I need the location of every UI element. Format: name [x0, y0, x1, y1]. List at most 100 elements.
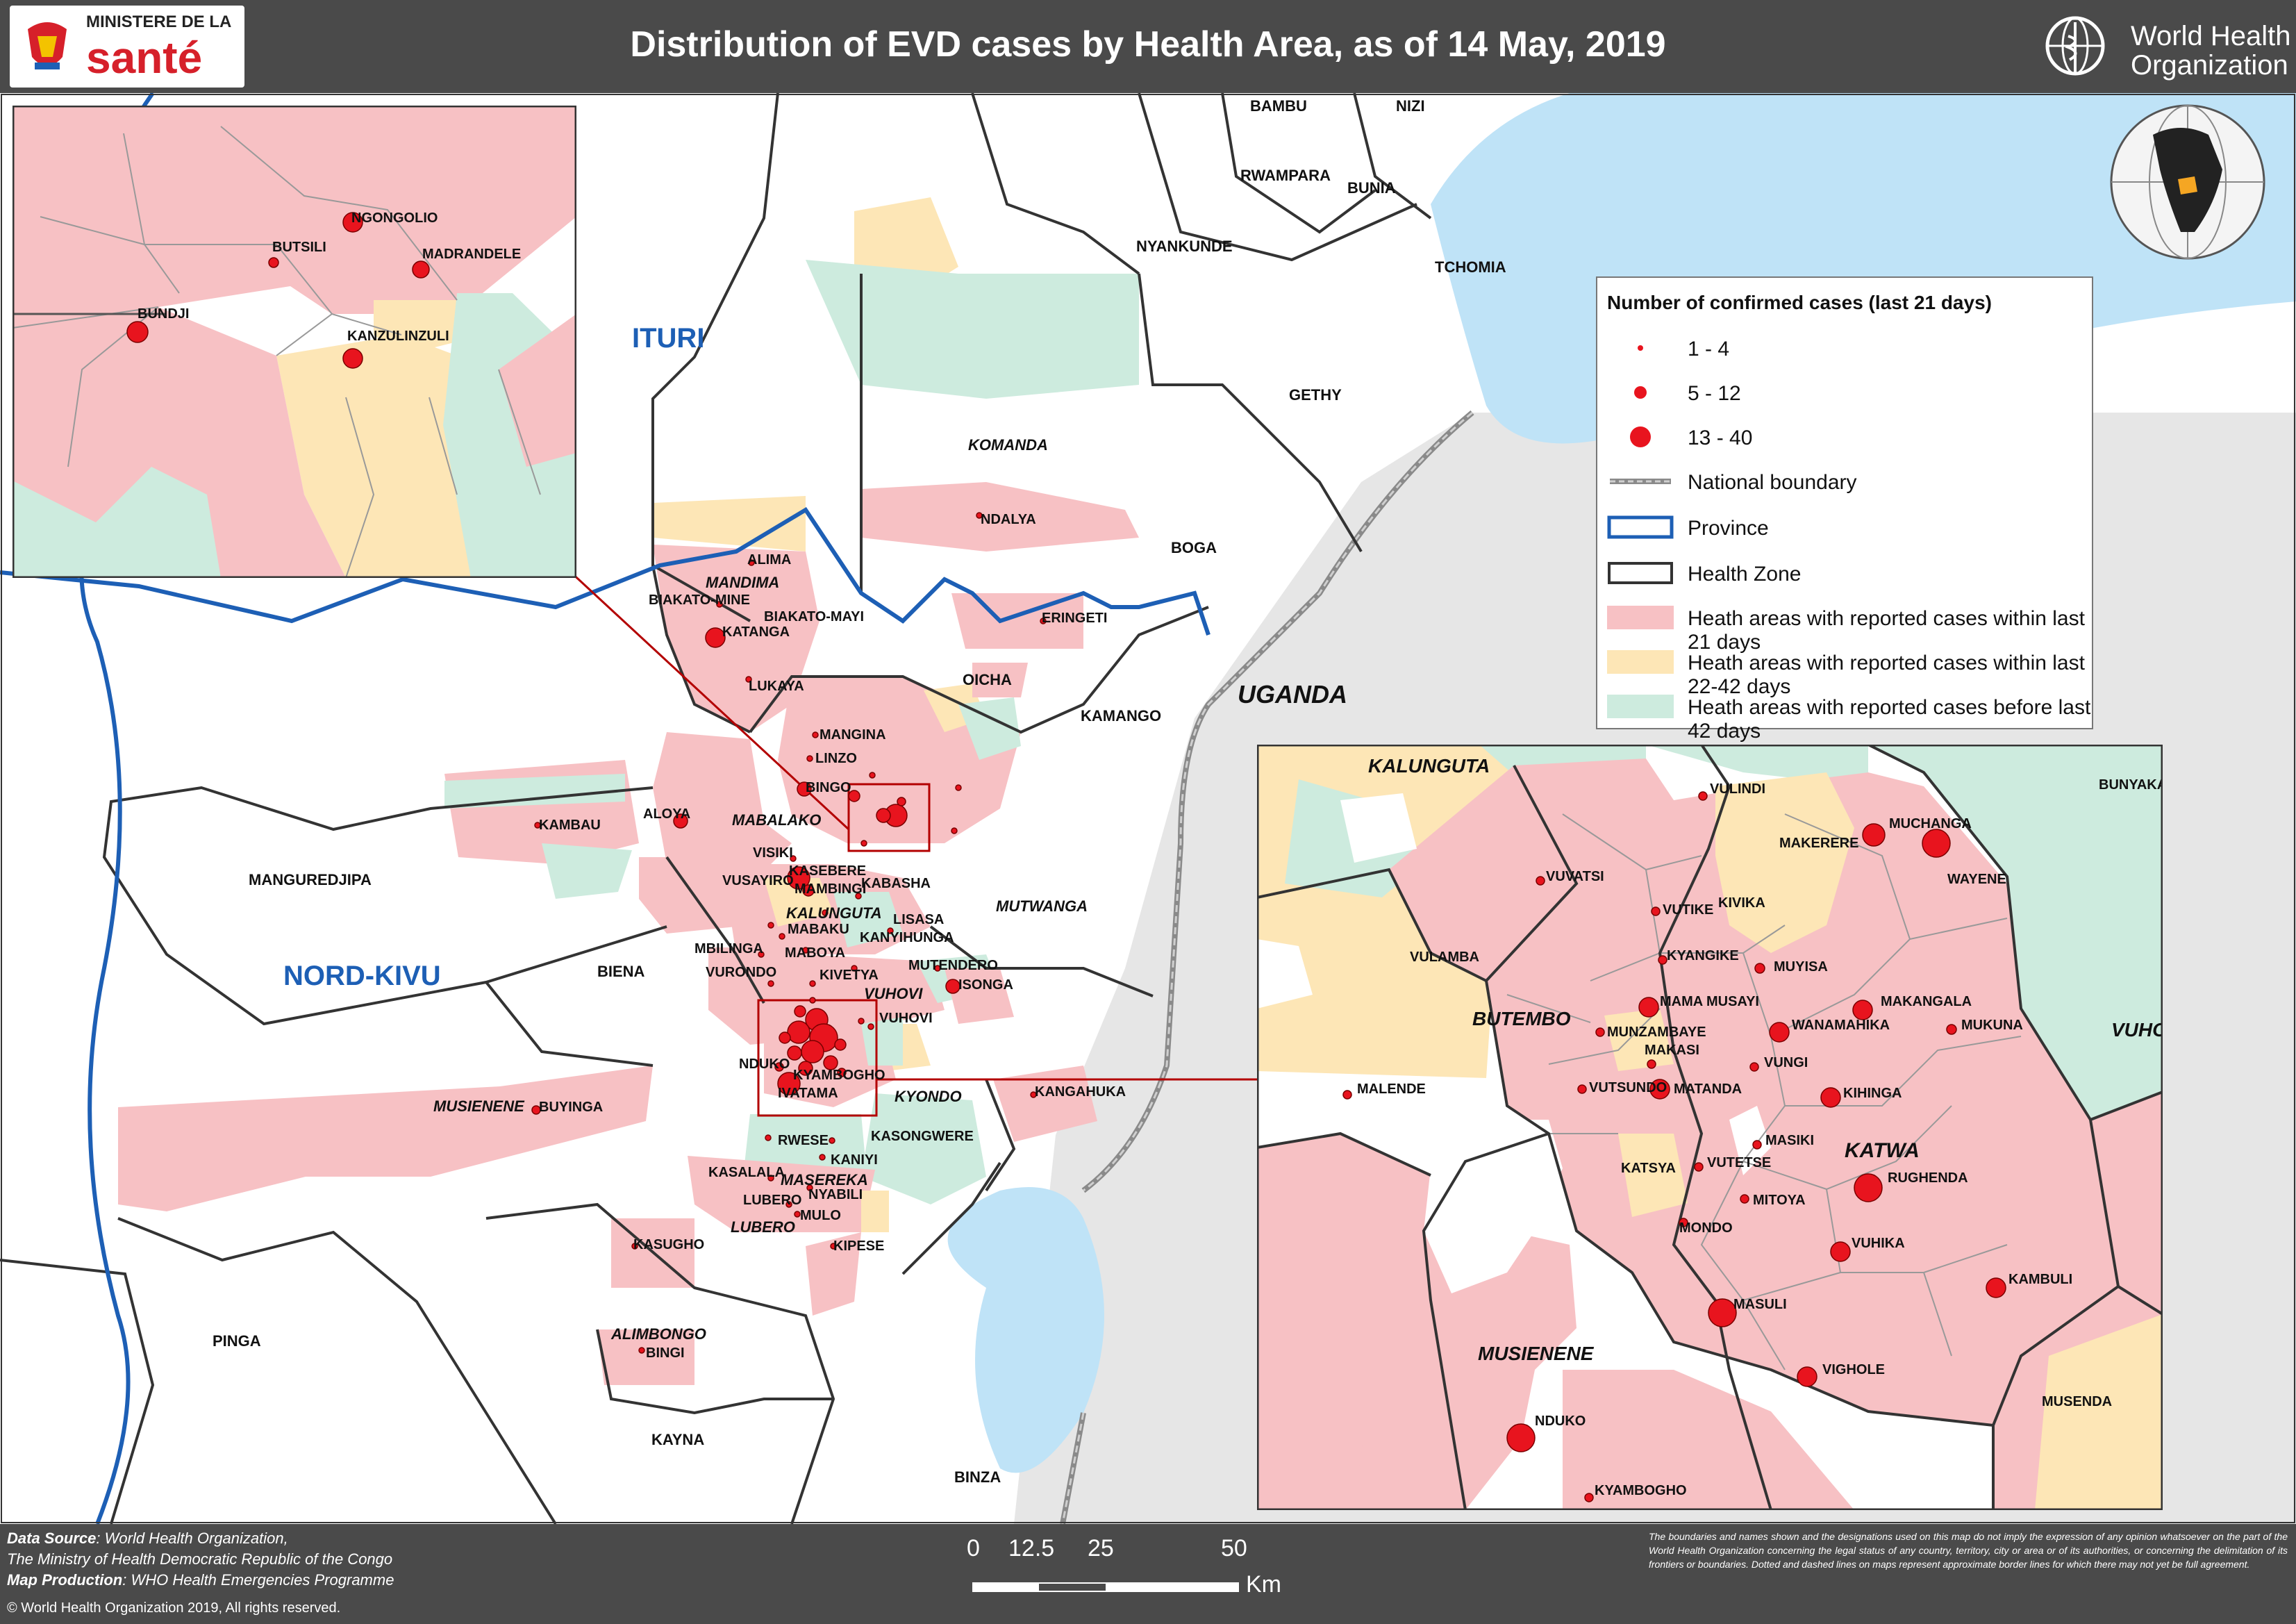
zone-label: KALUNGUTA — [786, 904, 882, 922]
legend-item: National boundary — [1597, 463, 2092, 497]
area-label: BIAKATO-MINE — [649, 593, 750, 608]
source-label: Data Source — [7, 1530, 97, 1547]
svg-text:KALUNGUTA: KALUNGUTA — [1368, 755, 1490, 777]
health-zone-boundaries — [0, 93, 1432, 1524]
legend-swatch-22-42days — [1607, 650, 1674, 674]
svg-text:MAKERERE: MAKERERE — [1779, 836, 1858, 851]
svg-text:KATWA: KATWA — [1845, 1139, 1920, 1162]
zone-label: BAMBU — [1250, 97, 1307, 115]
area-label: RWESE — [778, 1133, 829, 1148]
zone-label: BOGA — [1171, 539, 1217, 556]
zone-label: ALIMBONGO — [610, 1325, 706, 1343]
area-label: ISONGA — [958, 977, 1013, 993]
svg-text:MUCHANGA: MUCHANGA — [1889, 816, 1972, 831]
area-label: KIVETYA — [820, 968, 879, 983]
legend-national-boundary-icon — [1610, 479, 1671, 484]
area-label: ALOYA — [643, 806, 690, 822]
svg-text:MASIKI: MASIKI — [1765, 1133, 1814, 1148]
svg-text:NDUKO: NDUKO — [1535, 1414, 1586, 1429]
svg-text:BUNDJI: BUNDJI — [138, 306, 189, 322]
zone-label: NYANKUNDE — [1136, 238, 1233, 255]
zone-label: OICHA — [963, 671, 1012, 688]
svg-text:VUHIKA: VUHIKA — [1852, 1236, 1905, 1251]
zone-label: BUNIA — [1347, 179, 1396, 197]
zone-label: KYONDO — [895, 1088, 962, 1105]
area-label: MANGINA — [820, 727, 886, 743]
svg-text:KANZULINZULI: KANZULINZULI — [347, 329, 449, 344]
area-label: KYAMBOGHO — [793, 1068, 885, 1083]
svg-text:VUTIKE: VUTIKE — [1663, 902, 1713, 918]
svg-text:MATANDA: MATANDA — [1674, 1082, 1742, 1097]
area-label: MULO — [800, 1208, 841, 1223]
who-emblem-icon — [2045, 16, 2105, 76]
inset-south-map: KALUNGUTA BUTEMBO VUHOVI KATWA MUSIENENE… — [1257, 745, 2163, 1510]
area-label: KASUGHO — [633, 1237, 704, 1252]
area-label: VUHOVI — [879, 1011, 933, 1026]
legend-item: Province — [1597, 508, 2092, 543]
area-label: ERINGETI — [1042, 611, 1107, 626]
inset-south-frame — [757, 999, 878, 1117]
moh-logo-line2: santé — [86, 33, 203, 83]
moh-logo-line1: MINISTERE DE LA — [86, 13, 232, 31]
footer-bar: Data Source: World Health Organization, … — [0, 1524, 2296, 1624]
zone-label: BIENA — [597, 963, 645, 980]
svg-text:NGONGOLIO: NGONGOLIO — [351, 210, 438, 226]
globe-locator-icon — [2110, 104, 2265, 260]
svg-text:BUTSILI: BUTSILI — [272, 240, 326, 255]
zone-label: NIZI — [1396, 97, 1425, 115]
who-logo: World Health Organization — [2028, 7, 2292, 86]
area-label: LUBERO — [743, 1193, 801, 1208]
area-label: NDALYA — [981, 512, 1036, 527]
area-label: BINGO — [806, 780, 851, 795]
area-label: NYABILI — [808, 1187, 863, 1202]
scale-bar: 0 12.5 25 50 Km — [967, 1535, 1281, 1598]
area-label: LINZO — [815, 751, 857, 766]
svg-text:MUYISA: MUYISA — [1774, 959, 1828, 975]
area-label: VURONDO — [706, 965, 776, 980]
health-area-labels: ALIMA BIAKATO-MINE BIAKATO-MAYI KATANGA … — [539, 512, 1126, 1361]
area-label: KABASHA — [861, 876, 931, 891]
svg-text:BUTEMBO: BUTEMBO — [1472, 1008, 1571, 1029]
zone-label: VUHOVI — [864, 985, 923, 1002]
svg-text:RUGHENDA: RUGHENDA — [1888, 1170, 1968, 1186]
header-bar: MINISTERE DE LA santé Distribution of EV… — [0, 0, 2296, 93]
health-zone-labels: BAMBU NIZI RWAMPARA BUNIA NYANKUNDE TCHO… — [213, 97, 1506, 1486]
zone-label: PINGA — [213, 1332, 261, 1350]
legend-panel: Number of confirmed cases (last 21 days)… — [1596, 276, 2093, 743]
legend-swatch-21days — [1607, 606, 1674, 629]
area-label: BUYINGA — [539, 1100, 603, 1115]
zone-label: MANGUREDJIPA — [249, 871, 372, 888]
legend-item: 1 - 4 — [1597, 329, 2092, 364]
area-label: BIAKATO-MAYI — [764, 609, 864, 624]
area-label: LUKAYA — [749, 679, 804, 694]
svg-text:MAKASI: MAKASI — [1645, 1043, 1699, 1058]
case-dots — [531, 512, 1047, 1354]
province-boundary — [0, 506, 1211, 636]
legend-dot-small-icon — [1638, 345, 1643, 351]
svg-text:KATSYA: KATSYA — [1621, 1161, 1676, 1176]
area-label: BINGI — [646, 1345, 685, 1361]
svg-text:BUNYAKA: BUNYAKA — [2099, 777, 2163, 793]
zone-label: KAMANGO — [1081, 707, 1161, 724]
legend-swatch-before-42days — [1607, 695, 1674, 718]
legend-item: Health Zone — [1597, 554, 2092, 589]
svg-text:KYAMBOGHO: KYAMBOGHO — [1595, 1483, 1687, 1498]
area-label: KIPESE — [833, 1238, 884, 1254]
province-label-nord-kivu: NORD-KIVU — [283, 961, 441, 991]
area-label: NDUKO — [739, 1057, 790, 1072]
svg-text:KAMBULI: KAMBULI — [2008, 1272, 2072, 1287]
legend-item: 13 - 40 — [1597, 418, 2092, 453]
zone-label: LUBERO — [731, 1218, 795, 1236]
area-label: KANIYI — [831, 1152, 878, 1168]
production-label: Map Production — [7, 1571, 123, 1589]
area-label: KASEBERE — [789, 863, 866, 879]
svg-text:MUSIENENE: MUSIENENE — [1478, 1343, 1595, 1364]
zone-label: KAYNA — [651, 1431, 704, 1448]
svg-text:MASULI: MASULI — [1733, 1297, 1787, 1312]
legend-item: Heath areas with reported cases within l… — [1597, 643, 2092, 698]
zone-label: TCHOMIA — [1435, 258, 1506, 276]
inset-north-labels: NGONGOLIO BUTSILI MADRANDELE BUNDJI KANZ… — [138, 210, 521, 344]
legend-dot-medium-icon — [1634, 386, 1647, 399]
svg-text:MITOYA: MITOYA — [1753, 1193, 1806, 1208]
